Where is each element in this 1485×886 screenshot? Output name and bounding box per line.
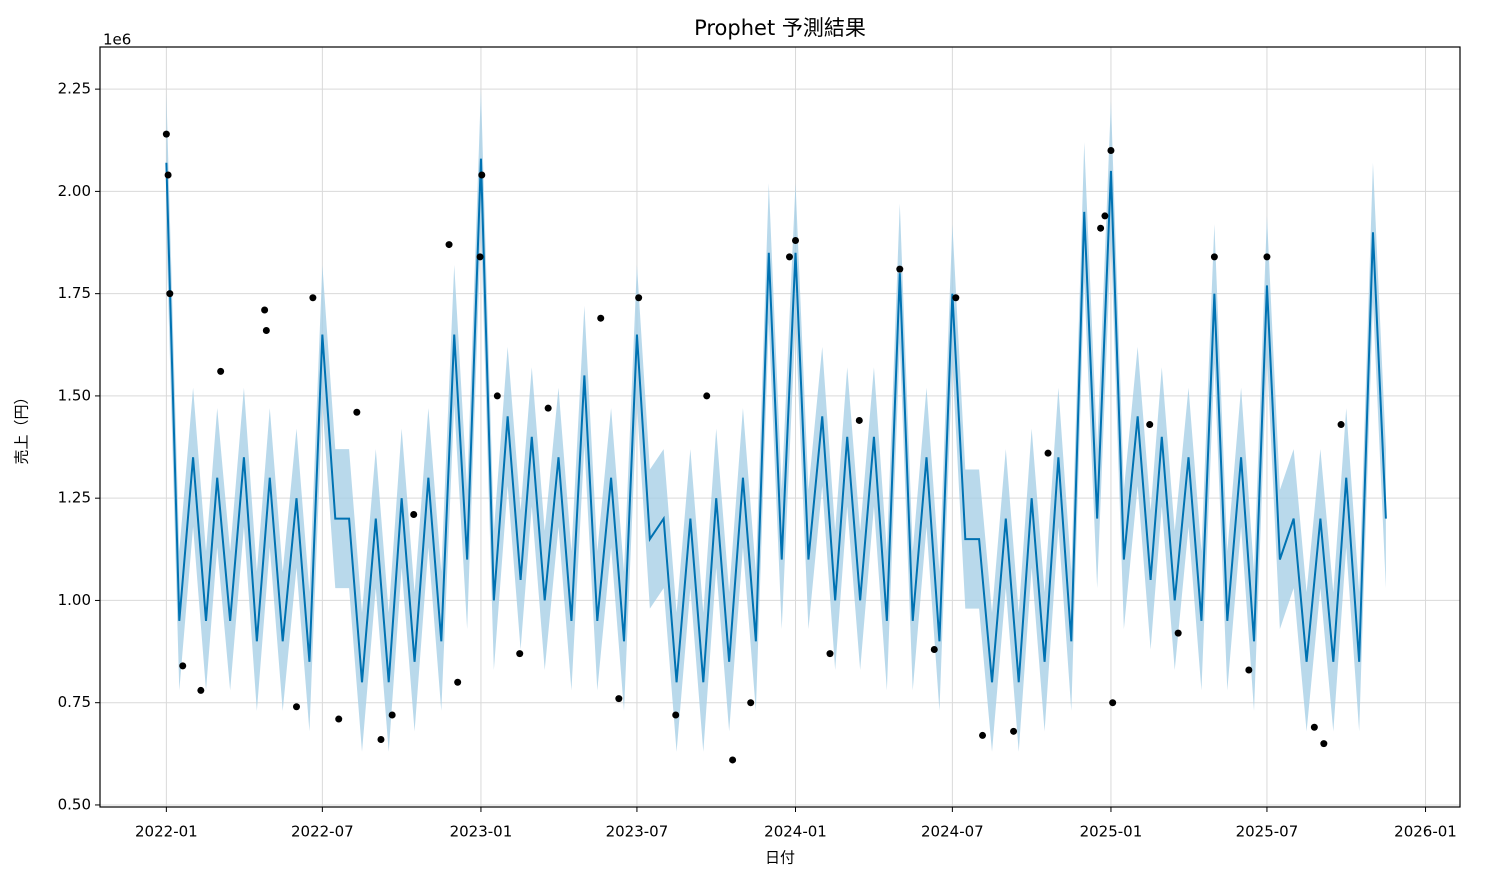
y-tick-label: 2.25 — [58, 80, 91, 98]
actual-point — [410, 511, 418, 519]
actual-point — [335, 715, 343, 723]
actual-point — [476, 253, 484, 261]
plot-area — [162, 89, 1387, 764]
y-axis-label: 売上（円） — [13, 389, 31, 464]
actual-point — [635, 294, 643, 302]
actual-point — [1210, 253, 1218, 261]
x-tick-label: 2024-01 — [764, 823, 827, 841]
y-tick-label: 1.00 — [58, 591, 91, 609]
actual-point — [979, 731, 987, 739]
actual-point — [597, 314, 605, 322]
actual-point — [353, 408, 361, 416]
x-axis-label: 日付 — [765, 849, 795, 867]
actual-point — [1010, 727, 1018, 735]
actual-point — [729, 756, 737, 764]
actual-point — [493, 392, 501, 400]
actual-point — [1101, 212, 1109, 220]
actual-point — [197, 686, 205, 694]
actual-point — [388, 711, 396, 719]
actual-point — [1320, 740, 1328, 748]
actual-point — [952, 294, 960, 302]
actual-point — [445, 241, 453, 249]
y-tick-label: 0.75 — [58, 693, 91, 711]
actual-point — [1263, 253, 1271, 261]
actual-point — [1310, 723, 1318, 731]
actual-point — [262, 326, 270, 334]
y-offset-label: 1e6 — [103, 31, 131, 49]
plot-frame — [99, 46, 1461, 808]
actual-point — [703, 392, 711, 400]
y-tick-label: 0.50 — [58, 795, 91, 813]
actual-point — [826, 650, 834, 658]
y-tick-label: 2.00 — [58, 182, 91, 200]
actual-point — [166, 290, 174, 298]
y-tick-label: 1.50 — [58, 386, 91, 404]
chart-title: Prophet 予測結果 — [694, 16, 866, 40]
actual-point — [261, 306, 269, 314]
actual-point — [792, 236, 800, 244]
actual-point — [615, 695, 623, 703]
actual-point — [454, 678, 462, 686]
y-tick-label: 1.25 — [58, 489, 91, 507]
actual-point — [217, 367, 225, 375]
actual-point — [896, 265, 904, 273]
actual-point — [1109, 699, 1117, 707]
actual-point — [377, 736, 385, 744]
actual-point — [164, 171, 172, 179]
actual-point — [309, 294, 317, 302]
actual-point — [855, 416, 863, 424]
x-tick-label: 2025-01 — [1080, 823, 1143, 841]
actual-point — [544, 404, 552, 412]
actual-point — [1174, 629, 1182, 637]
actual-point — [516, 650, 524, 658]
actual-point — [930, 646, 938, 654]
x-tick-label: 2024-07 — [921, 823, 984, 841]
x-tick-label: 2022-01 — [135, 823, 198, 841]
x-tick-label: 2025-07 — [1236, 823, 1299, 841]
x-tick-label: 2023-01 — [450, 823, 513, 841]
actual-point — [672, 711, 680, 719]
x-tick-label: 2022-07 — [291, 823, 354, 841]
grid: 0.50 0.75 1.00 1.25 1.50 1.75 2.00 2.25 2022-01 2… — [58, 47, 1460, 841]
actual-point — [747, 699, 755, 707]
x-tick-label: 2023-07 — [606, 823, 669, 841]
actual-point — [1044, 449, 1052, 457]
actual-point — [1337, 421, 1345, 429]
actual-point — [179, 662, 187, 670]
y-tick-label: 1.75 — [58, 284, 91, 302]
actual-point — [1146, 421, 1154, 429]
actual-point — [162, 130, 170, 138]
actual-point — [1107, 146, 1115, 154]
actual-point — [1245, 666, 1253, 674]
actual-point — [293, 703, 301, 711]
forecast-line — [165, 158, 1387, 683]
actual-point — [1097, 224, 1105, 232]
actual-point — [478, 171, 486, 179]
x-tick-label: 2026-01 — [1394, 823, 1457, 841]
actual-point — [785, 253, 793, 261]
